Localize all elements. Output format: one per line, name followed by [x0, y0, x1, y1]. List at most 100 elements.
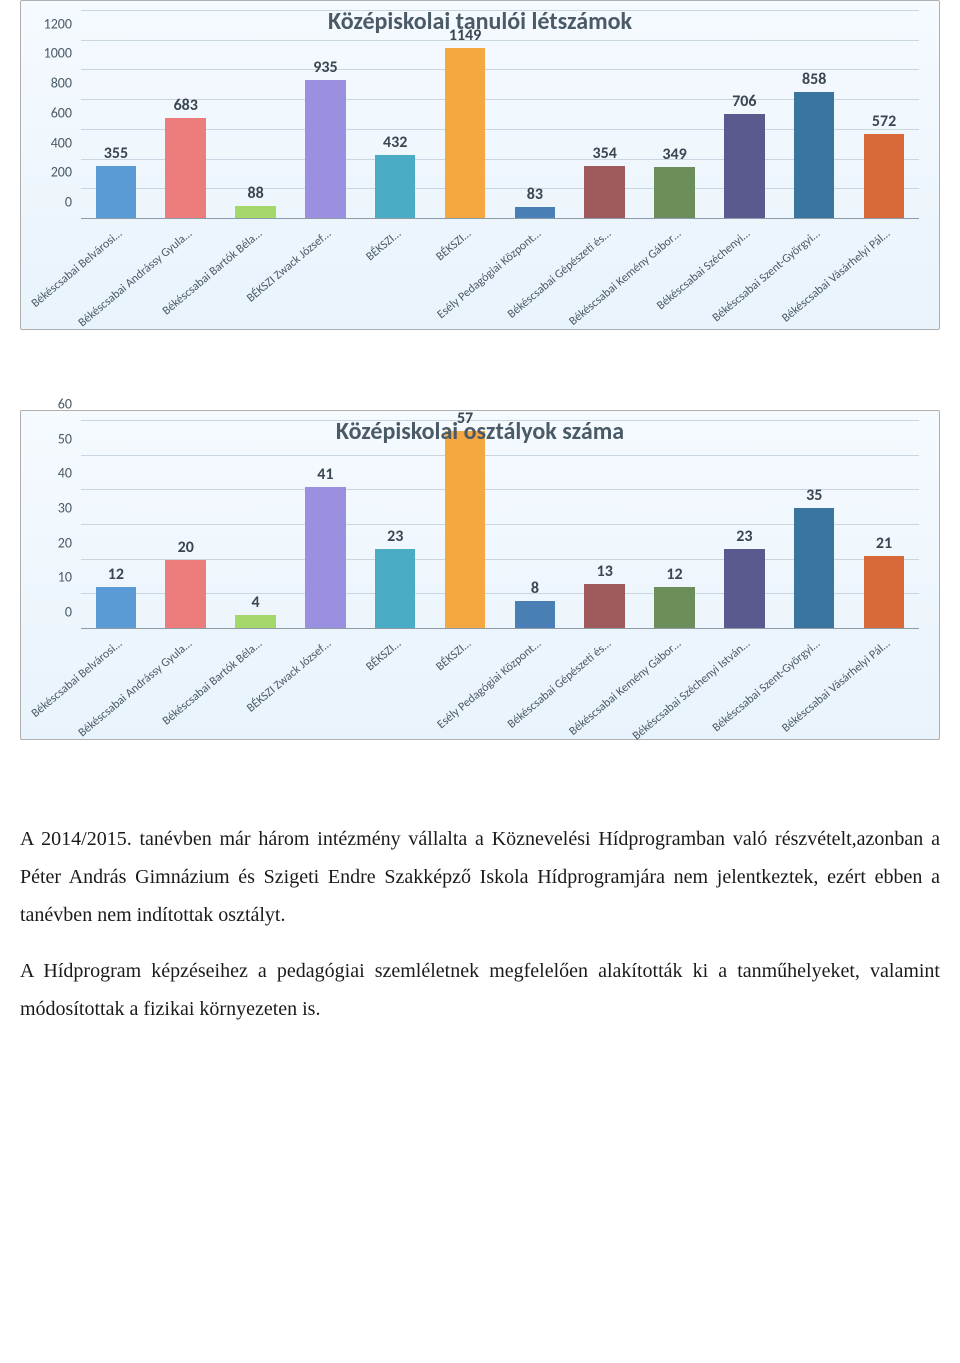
bar-value-label: 683	[174, 96, 198, 115]
bar: 13	[584, 584, 625, 629]
bar-value-label: 572	[872, 112, 896, 131]
xlabel: BÉKSZI…	[434, 227, 474, 264]
bar-slot: 23	[360, 421, 430, 629]
xlabel-slot: BÉKSZI…	[360, 631, 430, 739]
bar-slot: 935	[290, 11, 360, 219]
bar: 355	[96, 166, 137, 219]
bar: 35	[794, 508, 835, 629]
bar: 23	[724, 549, 765, 629]
ytick: 400	[51, 134, 72, 151]
ytick: 1400	[44, 0, 72, 3]
bar-slot: 8	[500, 421, 570, 629]
bar-value-label: 21	[876, 534, 892, 553]
bar-slot: 354	[570, 11, 640, 219]
ytick: 800	[51, 75, 72, 92]
bar-slot: 683	[151, 11, 221, 219]
bar-slot: 57	[430, 421, 500, 629]
bar-value-label: 35	[806, 486, 822, 505]
xlabel: BÉKSZI…	[364, 227, 404, 264]
bar-value-label: 706	[732, 92, 756, 111]
bar: 21	[864, 556, 905, 629]
bar-slot: 355	[81, 11, 151, 219]
ytick: 1000	[44, 45, 72, 62]
ytick: 20	[58, 534, 72, 551]
bar-value-label: 349	[662, 145, 686, 164]
bar-slot: 21	[849, 421, 919, 629]
bar: 349	[654, 167, 695, 219]
bar-slot: 13	[570, 421, 640, 629]
bar-slot: 83	[500, 11, 570, 219]
chart-class-counts: Középiskolai osztályok száma 01020304050…	[20, 410, 940, 740]
bar: 858	[794, 92, 835, 219]
bar-slot: 41	[290, 421, 360, 629]
bar: 41	[305, 487, 346, 629]
bar: 706	[724, 114, 765, 219]
bar-slot: 4	[221, 421, 291, 629]
bar: 432	[375, 155, 416, 219]
bar-value-label: 355	[104, 144, 128, 163]
ytick: 600	[51, 104, 72, 121]
bar-value-label: 432	[383, 133, 407, 152]
paragraph-1: A 2014/2015. tanévben már három intézmén…	[20, 820, 940, 934]
chart2-bars: 12 20 4 41 23 57 8 13 12 23 35 21	[81, 421, 919, 629]
bar-slot: 432	[360, 11, 430, 219]
bar-value-label: 20	[178, 538, 194, 557]
bar-value-label: 4	[252, 593, 260, 612]
xlabel-slot: BÉKSZI Zwack József…	[290, 221, 360, 329]
bar-slot: 1149	[430, 11, 500, 219]
ytick: 0	[65, 604, 72, 621]
ytick: 10	[58, 569, 72, 586]
bar-slot: 858	[779, 11, 849, 219]
chart1-xlabels: Békéscsabai Belvárosi…Békéscsabai András…	[81, 221, 919, 329]
bar-slot: 20	[151, 421, 221, 629]
bar: 57	[445, 431, 486, 629]
chart2-baseline	[81, 628, 919, 629]
bar-slot: 572	[849, 11, 919, 219]
paragraph-2: A Hídprogram képzéseihez a pedagógiai sz…	[20, 952, 940, 1028]
bar-value-label: 858	[802, 70, 826, 89]
ytick: 200	[51, 164, 72, 181]
body-text: A 2014/2015. tanévben már három intézmén…	[20, 820, 940, 1028]
ytick: 30	[58, 500, 72, 517]
chart2-xlabels: Békéscsabai Belvárosi…Békéscsabai András…	[81, 631, 919, 739]
bar-slot: 349	[640, 11, 710, 219]
bar-value-label: 23	[736, 527, 752, 546]
bar: 354	[584, 166, 625, 219]
bar: 8	[515, 601, 556, 629]
bar-value-label: 354	[593, 144, 617, 163]
chart1-title: Középiskolai tanulói létszámok	[21, 7, 939, 36]
bar-value-label: 12	[108, 565, 124, 584]
bar-value-label: 23	[387, 527, 403, 546]
bar-value-label: 935	[313, 58, 337, 77]
chart2-yaxis: 0102030405060	[21, 421, 76, 629]
chart2-title: Középiskolai osztályok száma	[21, 417, 939, 446]
chart1-plot: 355 683 88 935 432 1149 83 354 349 706 858 572	[81, 11, 919, 219]
xlabel-slot: BÉKSZI Zwack József…	[290, 631, 360, 739]
bar-slot: 35	[779, 421, 849, 629]
bar: 4	[235, 615, 276, 629]
bar: 683	[165, 118, 206, 219]
xlabel-slot: BÉKSZI…	[360, 221, 430, 329]
bar-value-label: 8	[531, 579, 539, 598]
bar-value-label: 88	[247, 184, 263, 203]
xlabel: BÉKSZI…	[364, 637, 404, 674]
chart-student-counts: Középiskolai tanulói létszámok 0 200 400 60…	[20, 0, 940, 330]
bar: 1149	[445, 48, 486, 219]
bar-slot: 88	[221, 11, 291, 219]
ytick: 0	[65, 194, 72, 211]
bar: 12	[654, 587, 695, 629]
xlabel: BÉKSZI…	[434, 637, 474, 674]
bar-slot: 706	[709, 11, 779, 219]
xlabel-slot: Békéscsabai Vásárhelyi Pál…	[849, 221, 919, 329]
chart2-plot: 12 20 4 41 23 57 8 13 12 23 35 21	[81, 421, 919, 629]
bar: 572	[864, 134, 905, 219]
bar-slot: 23	[709, 421, 779, 629]
bar: 12	[96, 587, 137, 629]
ytick: 40	[58, 465, 72, 482]
chart1-yaxis: 0200400600800100012001400	[21, 11, 76, 219]
bar-value-label: 13	[597, 562, 613, 581]
bar-value-label: 12	[666, 565, 682, 584]
bar: 20	[165, 560, 206, 629]
bar-slot: 12	[81, 421, 151, 629]
xlabel-slot: Békéscsabai Vásárhelyi Pál…	[849, 631, 919, 739]
